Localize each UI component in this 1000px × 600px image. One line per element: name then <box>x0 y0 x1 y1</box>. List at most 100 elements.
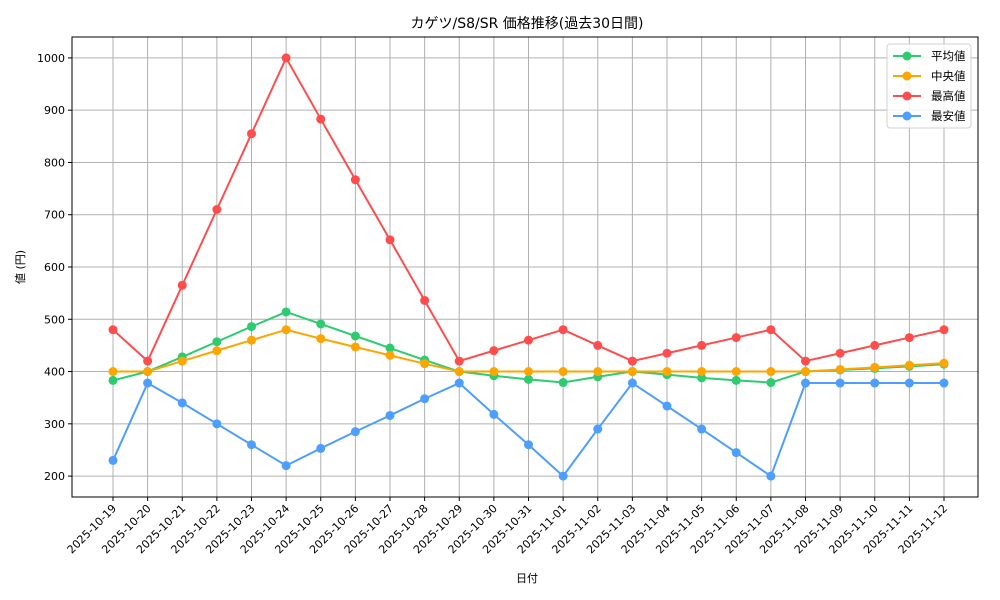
data-point <box>697 424 707 434</box>
series-3 <box>108 378 949 481</box>
data-point <box>281 307 291 317</box>
data-point <box>247 322 256 332</box>
data-point <box>731 448 741 458</box>
data-point <box>939 325 949 335</box>
legend-item: 最高値 <box>893 89 966 103</box>
data-point <box>524 367 533 377</box>
data-point <box>281 461 291 471</box>
data-point <box>524 374 533 384</box>
data-point <box>835 378 845 388</box>
data-point <box>247 129 256 139</box>
data-point <box>801 367 810 377</box>
data-point <box>593 340 603 350</box>
data-point <box>524 440 533 450</box>
data-point <box>177 398 187 408</box>
data-point <box>385 350 395 360</box>
data-point <box>143 367 153 377</box>
data-point <box>454 378 464 388</box>
data-point <box>281 53 291 63</box>
data-point <box>212 346 222 356</box>
data-point <box>454 356 464 366</box>
legend-item: 中央値 <box>893 69 966 83</box>
data-point <box>212 205 222 214</box>
data-point <box>212 337 222 347</box>
data-point <box>385 410 395 420</box>
data-point <box>350 342 360 352</box>
data-point <box>212 419 222 429</box>
data-point <box>870 362 880 372</box>
series-2 <box>108 53 949 366</box>
legend-label: 最高値 <box>931 89 966 103</box>
chart-title: カゲツ/S8/SR 価格推移(過去30日間) <box>410 16 643 32</box>
data-point <box>662 348 672 358</box>
data-point <box>385 343 395 353</box>
data-point <box>177 280 187 290</box>
data-point <box>489 346 499 356</box>
data-point <box>904 378 914 388</box>
data-point <box>939 378 949 388</box>
data-point <box>316 443 326 453</box>
data-point <box>731 333 741 343</box>
data-point <box>558 378 568 388</box>
data-point <box>904 360 914 370</box>
data-point <box>627 378 637 388</box>
y-tick-label: 700 <box>44 209 65 222</box>
y-tick-label: 600 <box>44 261 65 274</box>
data-point <box>489 409 499 419</box>
y-tick-label: 200 <box>44 470 65 483</box>
data-point <box>143 378 153 388</box>
series-1 <box>108 325 949 377</box>
data-point <box>766 471 776 481</box>
data-point <box>662 401 672 411</box>
data-point <box>593 424 603 434</box>
data-point <box>870 378 880 388</box>
data-point <box>350 427 360 437</box>
data-point <box>281 325 291 335</box>
data-point <box>108 325 118 335</box>
data-point <box>316 334 326 344</box>
data-point <box>627 367 637 377</box>
data-point <box>697 340 707 350</box>
data-point <box>454 367 464 377</box>
data-point <box>489 367 499 377</box>
data-point <box>662 367 672 377</box>
data-point <box>108 455 118 465</box>
data-point <box>420 295 430 305</box>
legend-item: 平均値 <box>893 49 966 63</box>
y-tick-label: 500 <box>44 313 65 326</box>
data-point <box>143 356 153 366</box>
legend-item: 最安値 <box>893 109 966 123</box>
data-point <box>247 335 256 345</box>
data-point <box>177 356 187 366</box>
data-point <box>697 373 707 383</box>
data-point <box>108 367 118 377</box>
grid <box>72 37 978 497</box>
data-point <box>766 325 776 335</box>
data-point <box>420 394 430 404</box>
y-axis-label: 値 (円) <box>14 250 27 284</box>
data-point <box>350 331 360 341</box>
data-point <box>766 378 776 388</box>
legend-label: 中央値 <box>931 69 966 83</box>
data-point <box>524 335 533 345</box>
data-point <box>385 235 395 245</box>
data-point <box>801 378 810 388</box>
data-point <box>801 356 810 366</box>
data-point <box>350 175 360 185</box>
y-tick-label: 900 <box>44 104 65 117</box>
y-tick-label: 400 <box>44 366 65 379</box>
data-point <box>904 333 914 343</box>
series-layer <box>108 53 949 481</box>
data-point <box>731 367 741 377</box>
y-tick-label: 800 <box>44 156 65 169</box>
data-point <box>558 325 568 335</box>
data-point <box>731 375 741 385</box>
data-point <box>766 367 776 377</box>
data-point <box>939 358 949 368</box>
y-tick-label: 300 <box>44 418 65 431</box>
legend-label: 最安値 <box>931 109 966 123</box>
data-point <box>870 340 880 350</box>
data-point <box>316 319 326 329</box>
